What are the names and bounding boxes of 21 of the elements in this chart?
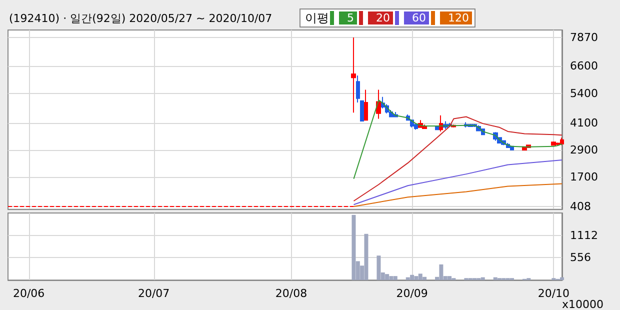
y-axis-title: x10000 xyxy=(562,298,604,310)
x-tick-label: 20/06 xyxy=(12,287,45,300)
chart-title: (192410) · 일간(92일) 2020/05/27 ~ 2020/10/07 xyxy=(9,12,272,25)
legend-label: 120 xyxy=(448,12,469,24)
y-tick-label: 1112 xyxy=(570,228,598,242)
x-tick-label: 20/08 xyxy=(275,287,308,300)
y-tick-label: 408 xyxy=(570,200,591,213)
y-tick-label: 2900 xyxy=(570,144,598,157)
y-tick-label: 4100 xyxy=(570,116,598,130)
y-tick-label: 1700 xyxy=(570,170,598,184)
legend-label: 20 xyxy=(376,12,390,24)
legend-title: 이평 xyxy=(305,11,329,25)
y-tick-label: 6600 xyxy=(570,60,598,73)
legend-label: 5 xyxy=(347,12,354,24)
y-tick-label: 556 xyxy=(570,251,591,264)
x-tick-label: 20/09 xyxy=(396,287,428,300)
y-tick-label: 5400 xyxy=(570,86,598,100)
x-tick-label: 20/10 xyxy=(538,287,570,300)
x-tick-label: 20/07 xyxy=(138,287,170,300)
legend-label: 60 xyxy=(412,12,426,24)
y-tick-label: 7870 xyxy=(570,30,598,44)
